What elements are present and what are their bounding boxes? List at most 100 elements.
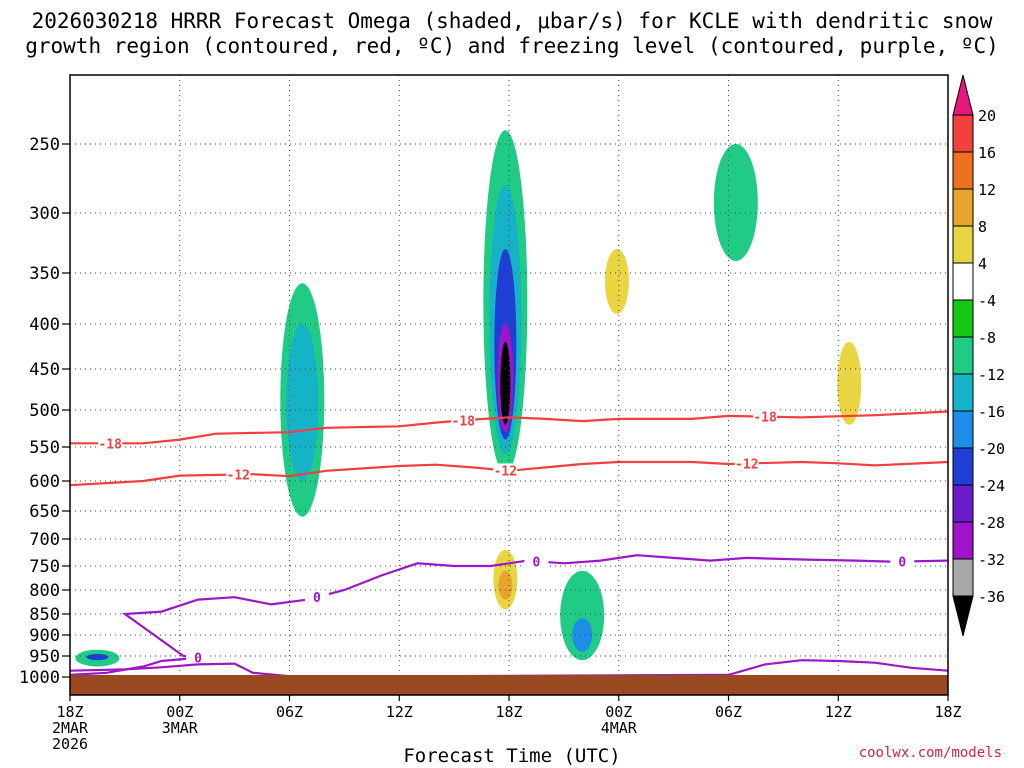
colorbar-label-6: -8 (978, 329, 996, 347)
contour-label--12: -12 (494, 464, 517, 479)
colorbar-bottom-arrow (952, 595, 974, 637)
colorbar-segment-7 (952, 336, 974, 375)
contour-label-bg (890, 554, 915, 569)
contour-label-bg (226, 467, 251, 482)
xtick-sublabel: 2MAR (52, 719, 89, 737)
ytick-label-650: 650 (29, 502, 60, 522)
xtick-label: 00Z (166, 703, 193, 721)
omega-shading (75, 130, 872, 667)
colorbar-label-10: -24 (978, 477, 1005, 495)
colorbar-label-4: 4 (978, 255, 987, 273)
contour-label-0: 0 (533, 555, 541, 570)
ytick-label-800: 800 (29, 581, 60, 601)
xtick-label: 00Z (605, 703, 632, 721)
contour-label-bg (304, 590, 329, 605)
contour-label--12: -12 (227, 468, 250, 483)
chart-title-line2: growth region (contoured, red, ºC) and f… (25, 34, 999, 58)
colorbar-label-11: -28 (978, 514, 1005, 532)
credit-text: coolwx.com/models (858, 745, 1002, 761)
contour-label--12: -12 (735, 457, 758, 472)
xtick-sublabel: 4MAR (601, 719, 638, 737)
colorbar-segment-10 (952, 447, 974, 486)
contour-label--18: -18 (98, 437, 122, 452)
omega-region-15 (560, 570, 605, 661)
ytick-label-850: 850 (29, 605, 60, 625)
colorbar-top-arrow (952, 74, 974, 116)
xtick-label: 18Z (934, 703, 961, 721)
contour-label-0: 0 (898, 556, 906, 571)
contour-label-bg (524, 554, 549, 569)
colorbar-label-5: -4 (978, 292, 996, 310)
xtick-label: 12Z (825, 703, 852, 721)
ytick-label-750: 750 (29, 557, 60, 577)
omega-region-7 (713, 144, 758, 261)
omega-region-14 (498, 570, 513, 600)
contour--18 (70, 410, 949, 445)
colorbar-segment-1 (952, 114, 974, 153)
colorbar-segment-5 (952, 262, 974, 301)
colorbar-label-13: -36 (978, 588, 1005, 606)
colorbar-label-3: 8 (978, 218, 987, 236)
xtick-label: 06Z (715, 703, 742, 721)
xtick-label: 18Z (56, 703, 83, 721)
ytick-label-350: 350 (29, 264, 60, 284)
omega-region-19 (86, 653, 109, 661)
ytick-label-400: 400 (29, 315, 60, 335)
colorbar-label-8: -16 (978, 403, 1005, 421)
xtick-label: 12Z (386, 703, 413, 721)
colorbar-label-7: -12 (978, 366, 1005, 384)
ytick-label-700: 700 (29, 530, 60, 550)
omega-region-16 (572, 618, 593, 652)
colorbar-label-9: -20 (978, 440, 1005, 458)
colorbar-segment-13 (952, 558, 974, 597)
y-axis: 2503003504004505005506006507007508008509… (19, 135, 70, 688)
contour-label-bg (186, 650, 211, 665)
colorbar-label-2: 12 (978, 181, 996, 199)
contour-label-bg (493, 463, 518, 478)
chart-title: 2026030218 HRRR Forecast Omega (shaded, … (31, 9, 993, 33)
colorbar: 20 16 12 8 4 -4 -8 -12 -16 -20 -24 -28 -32 -36 (952, 74, 1005, 637)
contour-label-bg (734, 456, 759, 471)
contour-label--18: -18 (753, 411, 777, 426)
omega-region-4 (500, 342, 511, 425)
colorbar-segment-2 (952, 151, 974, 190)
contour-label-bg (753, 409, 778, 424)
colorbar-segment-11 (952, 484, 974, 523)
colorbar-label-1: 16 (978, 144, 996, 162)
omega-region-12 (112, 261, 157, 454)
terrain-band (70, 675, 948, 695)
colorbar-segment-6 (952, 299, 974, 338)
ytick-label-250: 250 (29, 135, 60, 155)
omega-region-6 (286, 324, 319, 481)
ytick-label-1000: 1000 (19, 668, 60, 688)
omega-region-9 (604, 249, 629, 314)
ytick-label-450: 450 (29, 360, 60, 380)
contour-label-bg (98, 436, 123, 451)
contour-label-0: 0 (313, 591, 321, 606)
ytick-label-950: 950 (29, 647, 60, 667)
colorbar-segment-8 (952, 373, 974, 412)
ytick-label-500: 500 (29, 401, 60, 421)
xtick-label: 06Z (276, 703, 303, 721)
contour-label-0: 0 (194, 652, 202, 667)
omega-region-17 (93, 622, 138, 644)
colorbar-segment-12 (952, 521, 974, 560)
xtick-label: 18Z (495, 703, 522, 721)
contour-label-bg (451, 413, 476, 428)
colorbar-label-0: 20 (978, 107, 996, 125)
colorbar-label-12: -32 (978, 551, 1005, 569)
colorbar-segment-4 (952, 225, 974, 264)
ytick-label-600: 600 (29, 472, 60, 492)
ytick-label-900: 900 (29, 626, 60, 646)
x-axis-title: Forecast Time (UTC) (403, 745, 621, 767)
omega-region-11 (837, 342, 862, 425)
contour-label--18: -18 (452, 414, 476, 429)
colorbar-segment-3 (952, 188, 974, 227)
ytick-label-300: 300 (29, 204, 60, 224)
xtick-sublabel2: 2026 (52, 735, 88, 753)
colorbar-segment-9 (952, 410, 974, 449)
xtick-sublabel: 3MAR (162, 719, 199, 737)
ytick-label-550: 550 (29, 438, 60, 458)
